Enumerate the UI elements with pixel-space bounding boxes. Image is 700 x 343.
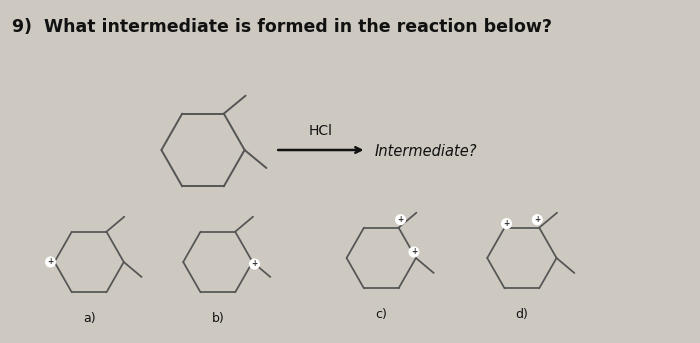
Text: c): c) — [375, 308, 387, 321]
Circle shape — [395, 215, 405, 225]
Circle shape — [532, 215, 542, 225]
Circle shape — [250, 259, 260, 269]
Text: +: + — [503, 219, 510, 228]
Text: +: + — [411, 248, 417, 257]
Text: a): a) — [83, 312, 95, 325]
Text: b): b) — [211, 312, 224, 325]
Circle shape — [502, 219, 512, 229]
Text: +: + — [48, 258, 54, 267]
Circle shape — [409, 247, 419, 257]
Text: Intermediate?: Intermediate? — [374, 144, 477, 159]
Text: HCl: HCl — [309, 124, 333, 138]
Text: d): d) — [515, 308, 528, 321]
Text: 9)  What intermediate is formed in the reaction below?: 9) What intermediate is formed in the re… — [12, 18, 552, 36]
Circle shape — [46, 257, 55, 267]
Text: +: + — [534, 215, 540, 224]
Text: +: + — [398, 215, 404, 224]
Text: +: + — [251, 260, 258, 269]
